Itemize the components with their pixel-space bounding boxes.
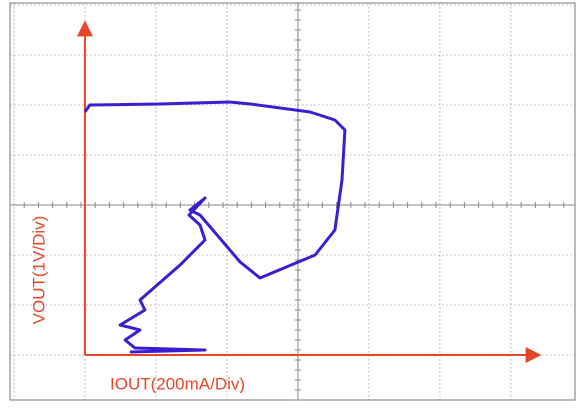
- scope-screen: IOUT(200mA/Div) VOUT(1V/Div): [0, 0, 577, 409]
- screen-frame: [10, 3, 575, 400]
- y-axis-label: VOUT(1V/Div): [29, 216, 48, 325]
- x-axis-label: IOUT(200mA/Div): [110, 374, 245, 393]
